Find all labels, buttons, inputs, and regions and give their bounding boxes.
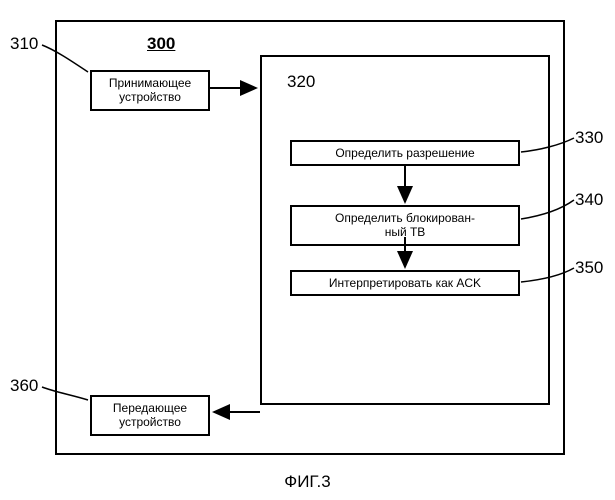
ref-360-label: 360: [10, 376, 38, 396]
figure-caption: ФИГ.3: [0, 472, 615, 492]
ref-330-label: 330: [575, 128, 603, 148]
step3-box: Интерпретировать как ACK: [290, 270, 520, 296]
receiver-text: Принимающее устройство: [109, 76, 191, 104]
ref-340-label: 340: [575, 190, 603, 210]
ref-350-label: 350: [575, 258, 603, 278]
step2-box: Определить блокирован- ный ТВ: [290, 205, 520, 246]
ref-main-label: 300: [147, 34, 175, 54]
step3-text: Интерпретировать как ACK: [329, 276, 481, 290]
ref-310-label: 310: [10, 34, 38, 54]
receiver-box: Принимающее устройство: [90, 70, 210, 111]
transmitter-text: Передающее устройство: [113, 401, 187, 429]
step1-box: Определить разрешение: [290, 140, 520, 166]
step2-text: Определить блокирован- ный ТВ: [335, 211, 475, 239]
ref-inner-label: 320: [287, 72, 315, 92]
step1-text: Определить разрешение: [335, 146, 474, 160]
transmitter-box: Передающее устройство: [90, 395, 210, 436]
